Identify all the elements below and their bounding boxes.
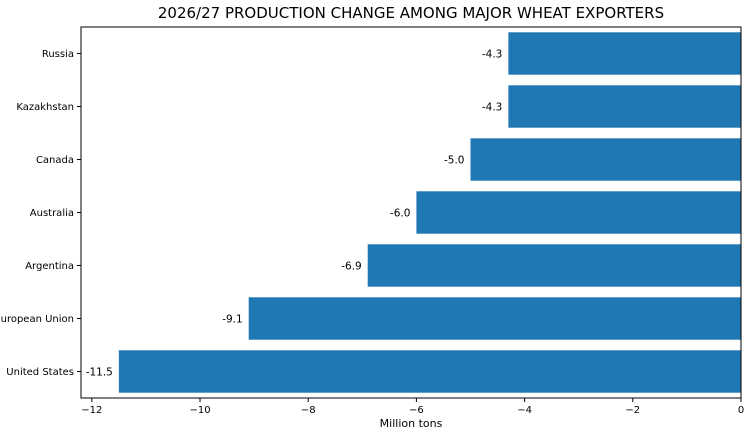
x-tick-label: −12 (81, 405, 102, 416)
x-tick-label: 0 (738, 405, 744, 416)
bar-russia (508, 32, 741, 75)
bar-united-states (118, 350, 742, 393)
x-tick-label: −4 (517, 405, 532, 416)
value-label-kazakhstan: -4.3 (482, 102, 503, 114)
category-label-argentina: Argentina (25, 261, 74, 272)
value-label-european-union: -9.1 (222, 314, 243, 326)
value-label-canada: -5.0 (444, 155, 465, 167)
bar-argentina (367, 244, 741, 287)
chart-title: 2026/27 PRODUCTION CHANGE AMONG MAJOR WH… (158, 4, 664, 22)
x-tick-label: −2 (625, 405, 640, 416)
category-label-european-union: European Union (0, 314, 74, 325)
x-tick-label: −8 (301, 405, 316, 416)
value-label-russia: -4.3 (482, 49, 503, 61)
plot-frame (80, 26, 742, 399)
bar-canada (470, 138, 741, 181)
category-label-united-states: United States (6, 367, 74, 378)
x-tick-label: −10 (189, 405, 210, 416)
x-axis-label: Million tons (380, 417, 443, 430)
category-label-kazakhstan: Kazakhstan (16, 102, 74, 113)
x-tick-label: −6 (409, 405, 424, 416)
value-label-australia: -6.0 (390, 208, 411, 220)
value-label-united-states: -11.5 (86, 367, 113, 379)
bar-kazakhstan (508, 85, 741, 128)
bar-european-union (248, 297, 741, 340)
value-label-argentina: -6.9 (341, 261, 362, 273)
bar-australia (416, 191, 741, 234)
value-labels-layer: -4.3 -4.3 -5.0 -6.0 -6.9 -9.1 -11.5 (86, 49, 503, 379)
category-label-canada: Canada (36, 155, 74, 166)
x-ticks-layer: −12 −10 −8 −6 −4 −2 0 (81, 398, 744, 416)
bars-layer (118, 32, 742, 393)
category-label-australia: Australia (30, 208, 74, 219)
category-labels-layer: Russia Kazakhstan Canada Australia Argentina… (0, 49, 81, 378)
category-label-russia: Russia (42, 49, 74, 60)
